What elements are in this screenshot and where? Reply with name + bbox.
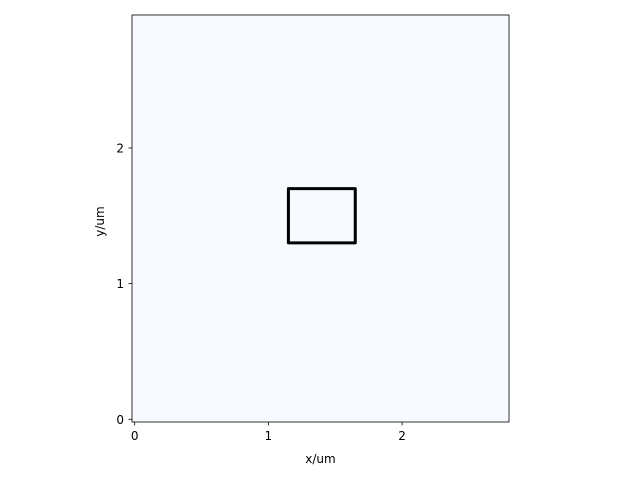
rectangle-shape-0 bbox=[286, 187, 357, 245]
plot-area bbox=[132, 15, 509, 422]
x-axis-label: x/um bbox=[305, 452, 335, 466]
axes-frame bbox=[131, 14, 510, 423]
y-tick-label: 0 bbox=[116, 413, 124, 427]
y-ticks: 0 1 2 bbox=[116, 141, 132, 427]
x-tick-label: 1 bbox=[265, 429, 273, 443]
x-tick-label: 2 bbox=[398, 429, 406, 443]
y-tick-label: 2 bbox=[116, 141, 124, 155]
x-tick-label: 0 bbox=[131, 429, 139, 443]
shapes-layer bbox=[286, 187, 357, 245]
y-axis-label: y/um bbox=[93, 206, 107, 236]
y-tick-label: 1 bbox=[116, 277, 124, 291]
x-ticks: 0 1 2 bbox=[131, 422, 406, 443]
